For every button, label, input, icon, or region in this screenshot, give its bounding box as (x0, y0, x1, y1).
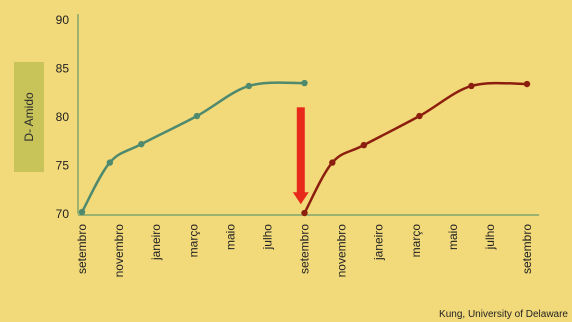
data-point (329, 159, 336, 166)
x-tick-label: janeiro (149, 224, 163, 261)
y-tick-label: 70 (56, 207, 70, 221)
series-line-2 (303, 81, 528, 214)
data-point (138, 140, 145, 148)
x-tick-label: maio (446, 224, 460, 250)
data-point (106, 159, 114, 166)
data-point (245, 82, 253, 90)
x-tick-label: janeiro (372, 224, 386, 261)
x-tick-label: março (186, 224, 200, 258)
x-tick-label: setembro (75, 224, 89, 274)
data-point (78, 208, 86, 216)
red-arrow-head (292, 192, 309, 205)
y-axis-label-box (14, 62, 44, 172)
data-point (416, 112, 423, 120)
x-tick-label: julho (483, 224, 497, 251)
red-arrow-shaft (296, 107, 305, 195)
x-tick-label: março (409, 224, 423, 258)
data-point (360, 141, 368, 149)
credit-text: Kung, University of Delaware (439, 309, 568, 320)
data-point (301, 79, 308, 87)
data-point (523, 80, 531, 88)
data-point (301, 209, 308, 217)
data-point (468, 82, 475, 90)
x-tick-label: novembro (335, 224, 349, 278)
y-tick-label: 90 (56, 13, 70, 27)
y-tick-label: 80 (56, 110, 70, 124)
data-point (193, 112, 201, 120)
y-tick-label: 75 (56, 159, 70, 173)
x-tick-label: julho (260, 224, 274, 251)
x-tick-label: maio (223, 224, 237, 250)
x-tick-label: setembro (298, 224, 312, 274)
x-tick-label: setembro (520, 224, 534, 274)
x-tick-label: novembro (112, 224, 126, 278)
y-tick-label: 85 (56, 62, 70, 76)
series-line-1 (80, 81, 305, 213)
